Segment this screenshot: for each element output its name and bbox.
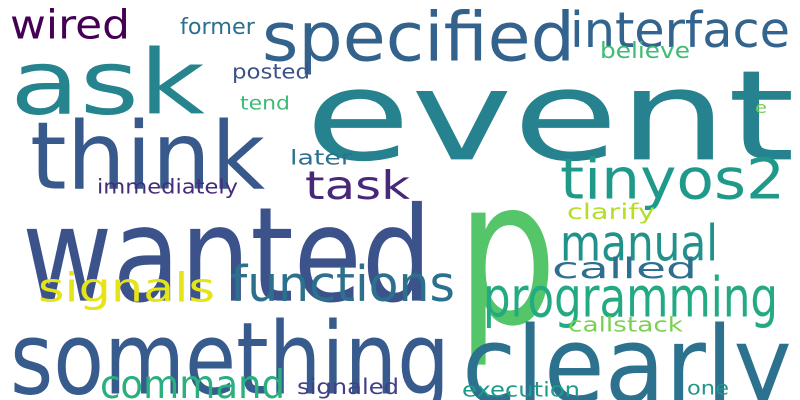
word-clarify: clarify: [567, 198, 656, 225]
word-programming: programming: [483, 266, 779, 331]
word-one: one: [687, 377, 729, 400]
word-ask: ask: [10, 32, 205, 136]
word-command: command: [100, 363, 286, 400]
word-e: e: [755, 97, 767, 118]
word-p: p: [457, 135, 558, 371]
word-tinyos2: tinyos2: [560, 147, 786, 213]
word-task: task: [305, 164, 411, 209]
word-something: something: [10, 301, 450, 400]
word-functions: functions: [230, 255, 455, 314]
word-wired: wired: [10, 1, 131, 49]
word-think: think: [30, 102, 266, 212]
word-event: event: [305, 44, 796, 190]
word-execution: execution: [462, 378, 580, 400]
word-wanted: wanted: [22, 179, 432, 333]
word-signals: signals: [38, 264, 216, 312]
word-believe: believe: [600, 37, 690, 64]
word-tend: tend: [240, 92, 291, 115]
word-posted: posted: [232, 60, 311, 85]
word-immediately: immediately: [97, 175, 239, 200]
word-specified: specified: [262, 0, 575, 77]
word-former: former: [180, 13, 255, 40]
word-later: later: [290, 146, 352, 171]
word-manual: manual: [560, 213, 718, 273]
word-clearly: clearly: [462, 304, 792, 400]
word-interface: interface: [570, 1, 790, 60]
word-signaled: signaled: [297, 373, 400, 400]
word-callstack: callstack: [568, 313, 684, 338]
word-called: called: [552, 252, 698, 286]
